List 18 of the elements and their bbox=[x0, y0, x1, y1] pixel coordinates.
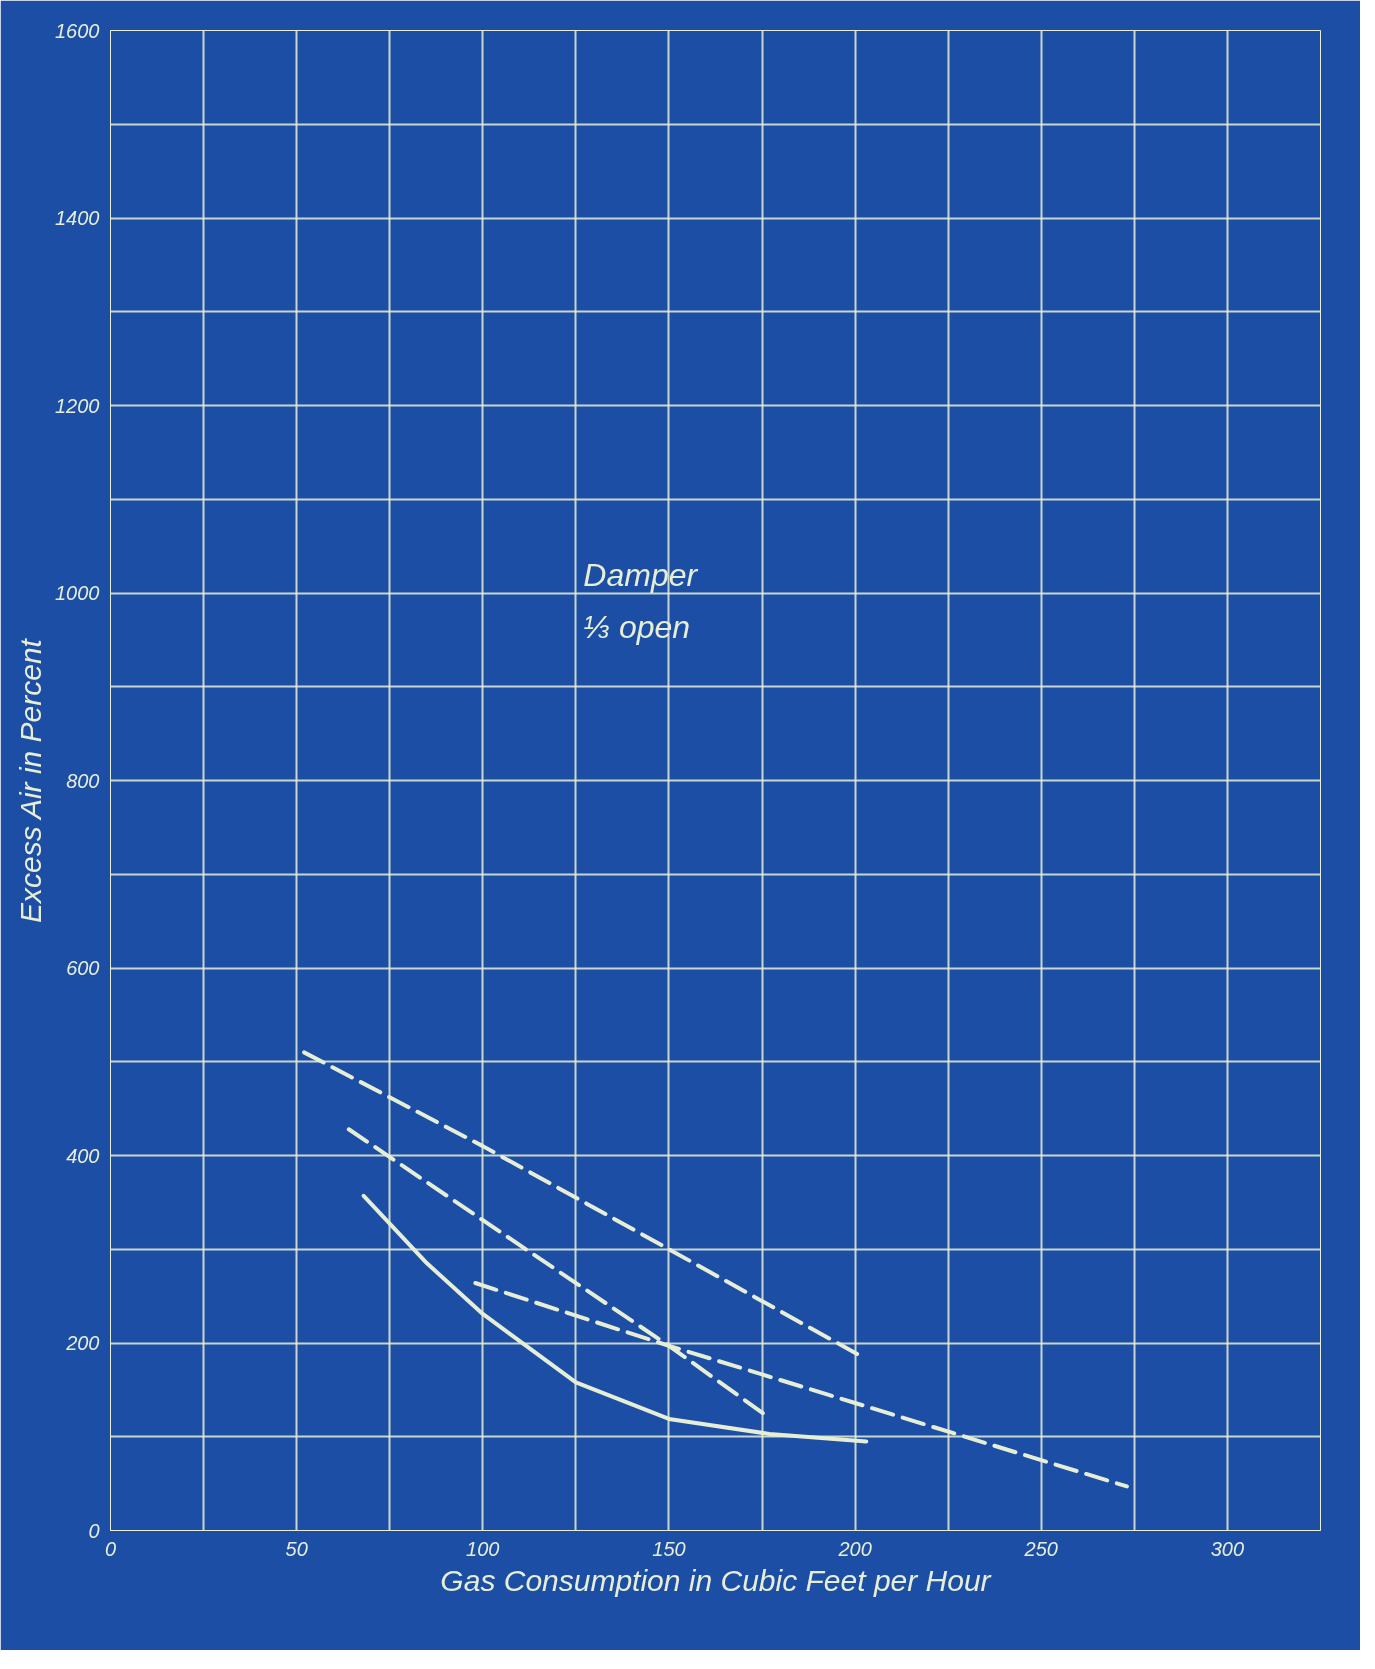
y-tick-label: 800 bbox=[66, 769, 100, 792]
y-tick-label: 1600 bbox=[55, 19, 100, 42]
y-tick-label: 1400 bbox=[55, 207, 100, 229]
x-tick-label: 150 bbox=[652, 1537, 686, 1560]
y-tick-label: 200 bbox=[65, 1332, 100, 1354]
x-tick-label: 100 bbox=[466, 1537, 500, 1560]
x-tick-label: 300 bbox=[1210, 1537, 1245, 1560]
y-tick-label: 600 bbox=[66, 957, 100, 979]
y-tick-label: 0 bbox=[88, 1519, 100, 1542]
y-tick-label: 400 bbox=[66, 1144, 100, 1167]
y-tick-label: 1200 bbox=[55, 394, 100, 417]
x-tick-label: 200 bbox=[837, 1537, 872, 1560]
x-tick-label: 50 bbox=[285, 1537, 308, 1560]
x-tick-label: 250 bbox=[1023, 1537, 1058, 1560]
x-axis-title: Gas Consumption in Cubic Feet per Hour bbox=[440, 1563, 992, 1597]
y-axis-title: Excess Air in Percent bbox=[14, 637, 48, 924]
y-tick-label: 1000 bbox=[55, 582, 100, 604]
x-tick-label: 0 bbox=[104, 1537, 117, 1560]
